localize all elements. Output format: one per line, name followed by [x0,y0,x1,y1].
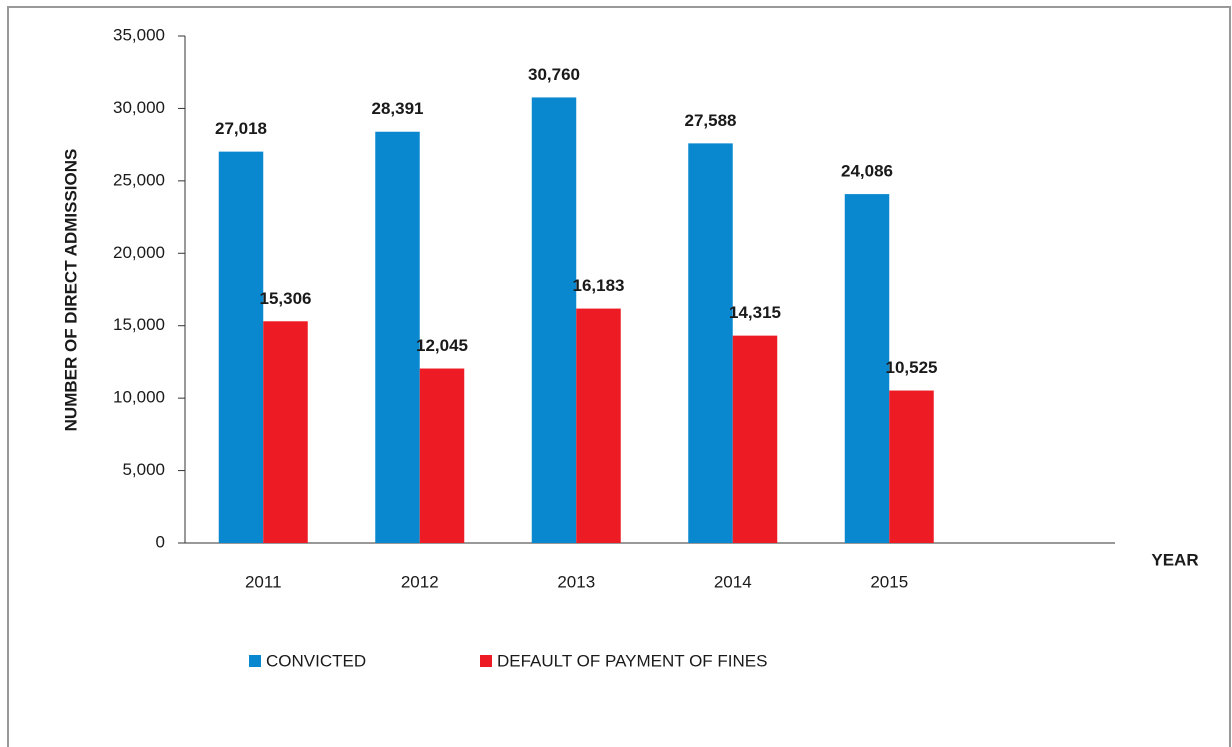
data-label: 24,086 [841,162,893,181]
x-axis-label: YEAR [1151,550,1198,569]
bar [531,97,577,543]
bar [688,143,733,544]
bar [263,321,308,543]
y-tick-label: 0 [156,532,165,551]
y-axis-label: NUMBER OF DIRECT ADMISSIONS [61,149,80,432]
legend-swatch [249,655,261,667]
x-tick-label: 2011 [245,572,282,591]
frame [7,6,1231,747]
y-tick-label: 10,000 [113,388,165,407]
legend-label: DEFAULT OF PAYMENT OF FINES [497,651,767,670]
legend-label: CONVICTED [266,651,366,670]
y-tick-label: 5,000 [122,460,165,479]
data-label: 27,588 [685,111,737,130]
data-label: 28,391 [372,99,424,118]
bar [375,131,420,543]
bar [419,368,465,543]
x-tick-label: 2012 [401,572,439,591]
y-tick-label: 30,000 [113,98,165,117]
data-label: 15,306 [260,289,312,308]
bar [732,335,778,543]
data-label: 27,018 [215,119,267,138]
data-label: 10,525 [886,358,938,377]
data-label: 12,045 [416,336,468,355]
x-tick-label: 2013 [557,572,595,591]
data-label: 14,315 [729,303,781,322]
bar [576,308,621,543]
x-tick-label: 2015 [870,572,908,591]
legend-swatch [480,655,492,667]
bar [218,151,264,543]
data-label: 30,760 [528,65,580,84]
x-tick-label: 2014 [714,572,752,591]
y-tick-label: 15,000 [113,315,165,334]
data-label: 16,183 [573,276,625,295]
y-tick-label: 20,000 [113,243,165,262]
bar [844,194,890,543]
y-tick-label: 25,000 [113,170,165,189]
y-tick-label: 35,000 [113,25,165,44]
bar [889,390,934,543]
